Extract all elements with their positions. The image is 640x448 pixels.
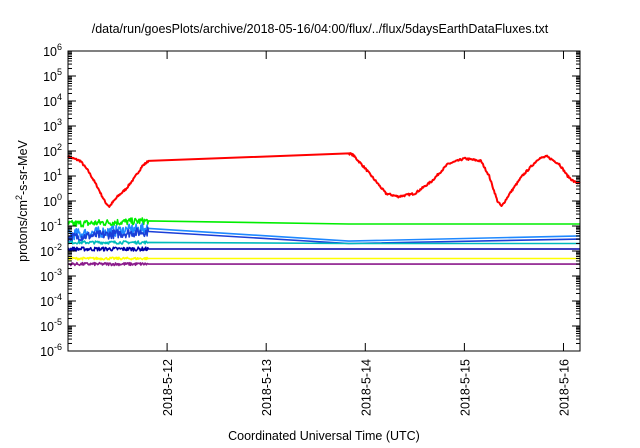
chart-title: /data/run/goesPlots/archive/2018-05-16/0…	[92, 22, 549, 36]
series-line-7	[67, 261, 580, 267]
series-line-0	[67, 152, 581, 208]
x-tick-label: 2018-5-13	[260, 359, 274, 416]
x-tick-label: 2018-5-12	[161, 359, 175, 416]
x-tick-label: 2018-5-16	[557, 359, 571, 416]
y-axis-label-rest: -s-sr-MeV	[16, 139, 30, 195]
y-axis: 10-6 10-5 10-4 10-3 10-2 10-1 100 101 102 103 104 1…	[40, 42, 580, 359]
x-tick-label: 2018-5-15	[458, 359, 472, 416]
y-tick-label: 104	[43, 92, 62, 109]
y-tick-label: 10-6	[40, 342, 62, 359]
series-line-4	[67, 240, 580, 245]
series-line-2	[67, 222, 581, 242]
y-tick-label: 106	[43, 42, 62, 59]
y-tick-label: 10-2	[40, 242, 62, 259]
y-tick-label: 10-3	[40, 267, 62, 284]
y-tick-label: 10-5	[40, 317, 62, 334]
series-line-6	[67, 256, 580, 261]
y-tick-label: 100	[43, 192, 62, 209]
series-line-3	[67, 226, 581, 245]
y-tick-label: 10-1	[40, 217, 62, 234]
y-tick-label: 105	[43, 67, 62, 84]
x-axis-label: Coordinated Universal Time (UTC)	[228, 429, 420, 443]
y-tick-label: 101	[43, 167, 62, 184]
y-axis-label-sup: 2	[14, 195, 24, 200]
y-tick-label: 103	[43, 117, 62, 134]
x-tick-label: 2018-5-14	[359, 359, 373, 416]
series-line-1	[67, 217, 580, 228]
series-layer	[67, 152, 581, 267]
y-tick-label: 10-4	[40, 292, 62, 309]
plot-frame	[67, 50, 581, 352]
y-axis-label-base: protons/cm	[16, 200, 30, 262]
x-axis: 2018-5-12 2018-5-13 2018-5-14 2018-5-15 2018…	[161, 51, 571, 416]
y-axis-label: protons/cm2-s-sr-MeV	[14, 139, 30, 261]
series-line-5	[67, 246, 580, 252]
y-tick-label: 102	[43, 142, 62, 159]
